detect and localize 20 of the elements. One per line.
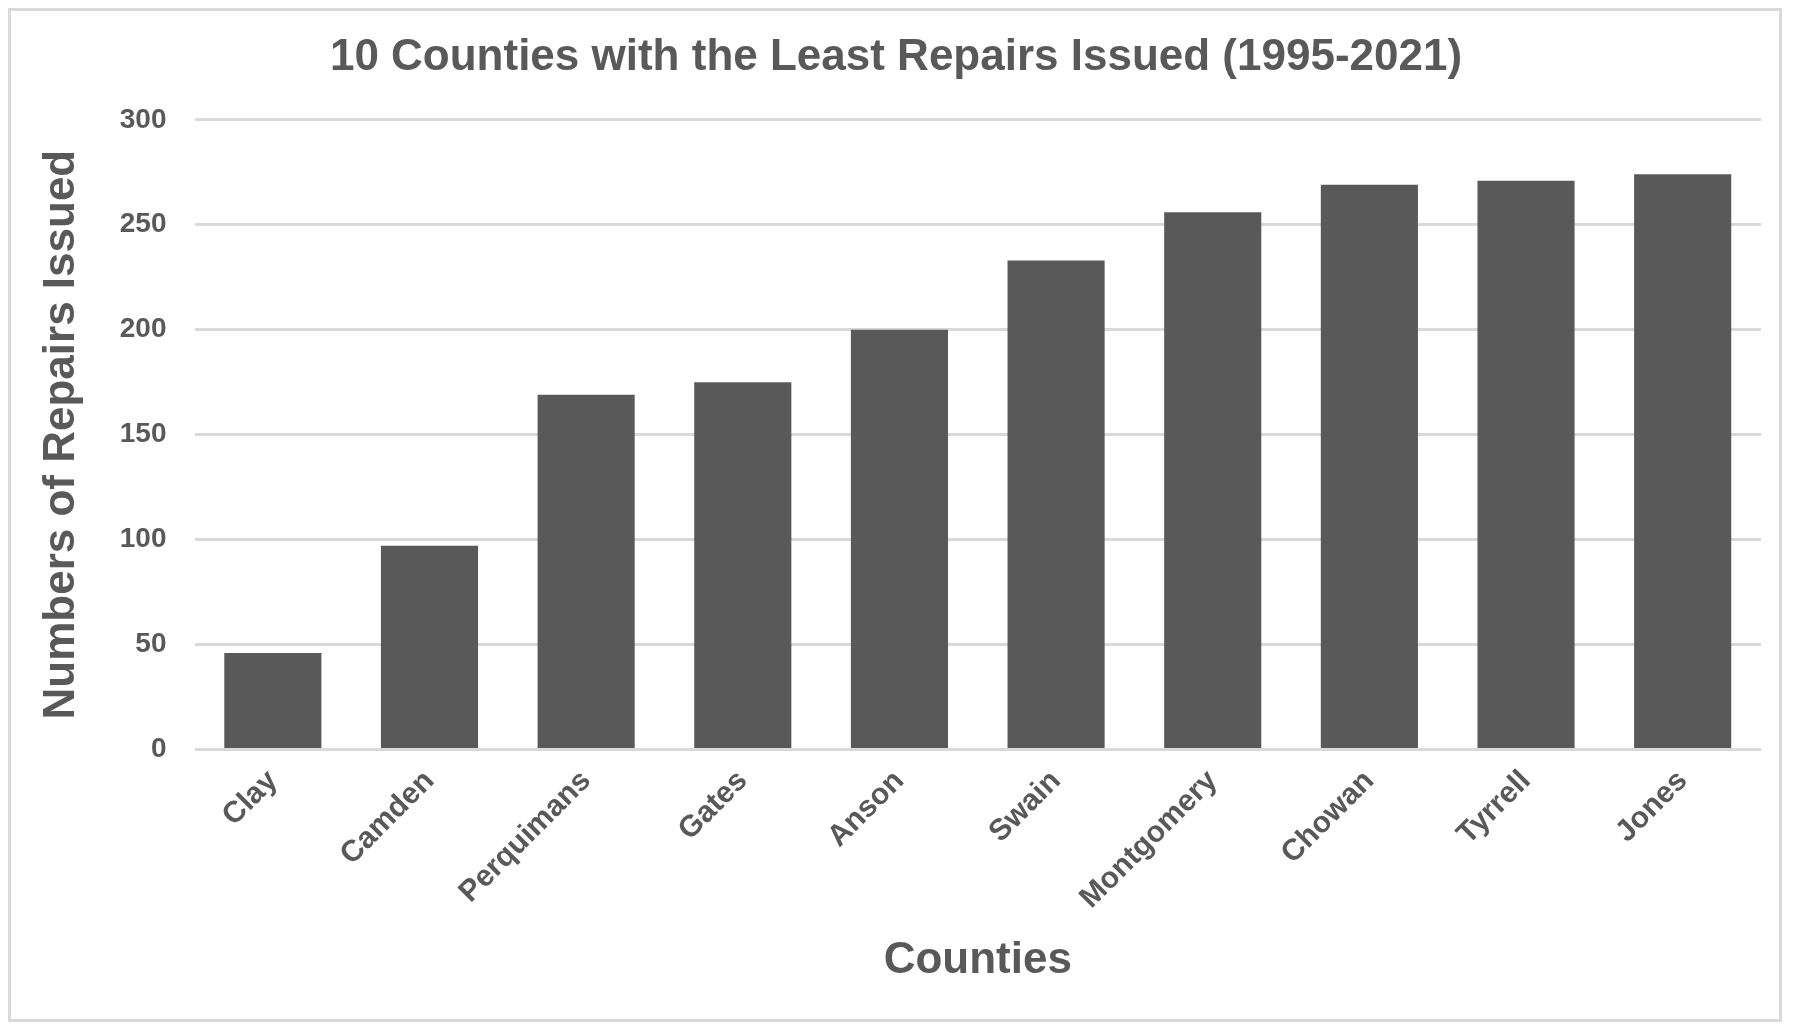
- bar: [1477, 180, 1575, 748]
- bar: [1634, 174, 1732, 748]
- y-axis-title: Numbers of Repairs Issued: [33, 149, 83, 720]
- y-tick-label: 300: [119, 102, 167, 134]
- bar: [1320, 184, 1418, 748]
- bar: [694, 382, 792, 748]
- bar: [380, 545, 479, 748]
- y-tick-label: 200: [119, 312, 167, 344]
- bar: [224, 652, 322, 748]
- bar: [1164, 212, 1262, 748]
- y-tick-label: 150: [119, 417, 167, 449]
- bar: [1007, 260, 1105, 748]
- y-tick-label: 0: [150, 732, 167, 764]
- bar: [537, 394, 635, 748]
- y-tick-label: 250: [119, 207, 167, 239]
- chart-title: 10 Counties with the Least Repairs Issued (1995-2021): [329, 29, 1463, 79]
- x-axis-title: Counties: [883, 932, 1072, 982]
- y-tick-label: 100: [119, 522, 167, 554]
- y-tick-label: 50: [135, 627, 167, 659]
- bar: [850, 329, 948, 748]
